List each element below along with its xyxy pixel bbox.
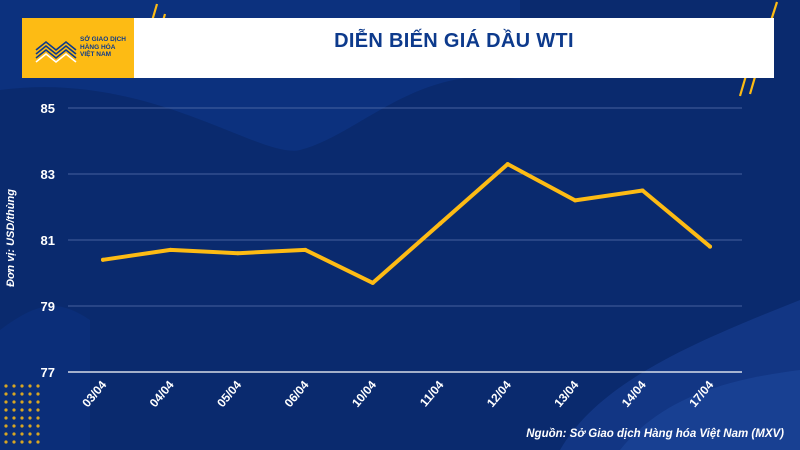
data-point	[303, 247, 308, 252]
x-tick-label: 13/04	[551, 378, 581, 410]
x-tick-label: 06/04	[282, 378, 312, 410]
data-point	[101, 257, 105, 262]
data-point	[640, 188, 645, 193]
title-banner	[22, 18, 774, 78]
logo-text: SỞ GIAO DỊCH HÀNG HÓA VIỆT NAM	[80, 36, 140, 59]
logo-line: SỞ GIAO DỊCH	[80, 36, 126, 43]
grid	[68, 107, 742, 373]
chart-title: DIỄN BIẾN GIÁ DẦU WTI	[334, 30, 574, 52]
source-note: Nguồn: Sở Giao dịch Hàng hóa Việt Nam (M…	[526, 428, 784, 440]
data-point	[573, 198, 578, 203]
x-tick-label: 03/04	[79, 378, 109, 410]
data-point	[438, 221, 443, 226]
series-layer	[101, 162, 712, 285]
y-tick-label: 79	[41, 299, 55, 314]
y-tick-label: 81	[41, 233, 55, 248]
x-tick-label: 11/04	[417, 378, 447, 410]
x-tick-label: 17/04	[686, 378, 716, 410]
data-point	[168, 247, 173, 252]
y-axis-label: Đơn vị: USD/thùng	[5, 189, 17, 287]
x-tick-label: 14/04	[619, 378, 649, 410]
x-tick-label: 12/04	[484, 378, 514, 410]
data-point	[370, 280, 375, 285]
series-line	[101, 162, 712, 285]
data-point	[235, 251, 240, 256]
x-tick-label: 04/04	[147, 378, 177, 410]
y-tick-label: 83	[41, 167, 55, 182]
logo-line: HÀNG HÓA	[80, 43, 116, 51]
logo-mark-icon	[35, 40, 77, 64]
data-point	[708, 244, 712, 249]
logo-line: VIỆT NAM	[80, 51, 112, 58]
data-point	[505, 162, 510, 167]
x-tick-label: 05/04	[214, 378, 244, 410]
y-tick-label: 85	[41, 101, 55, 116]
y-axis-ticks: 77 79 81 83 85	[41, 101, 55, 380]
logo	[22, 18, 134, 78]
y-tick-label: 77	[41, 365, 55, 380]
x-axis-ticks: 03/04 04/04 05/04 06/04 10/04 11/04 12/04 13/04…	[79, 378, 716, 410]
x-tick-label: 10/04	[349, 378, 379, 410]
